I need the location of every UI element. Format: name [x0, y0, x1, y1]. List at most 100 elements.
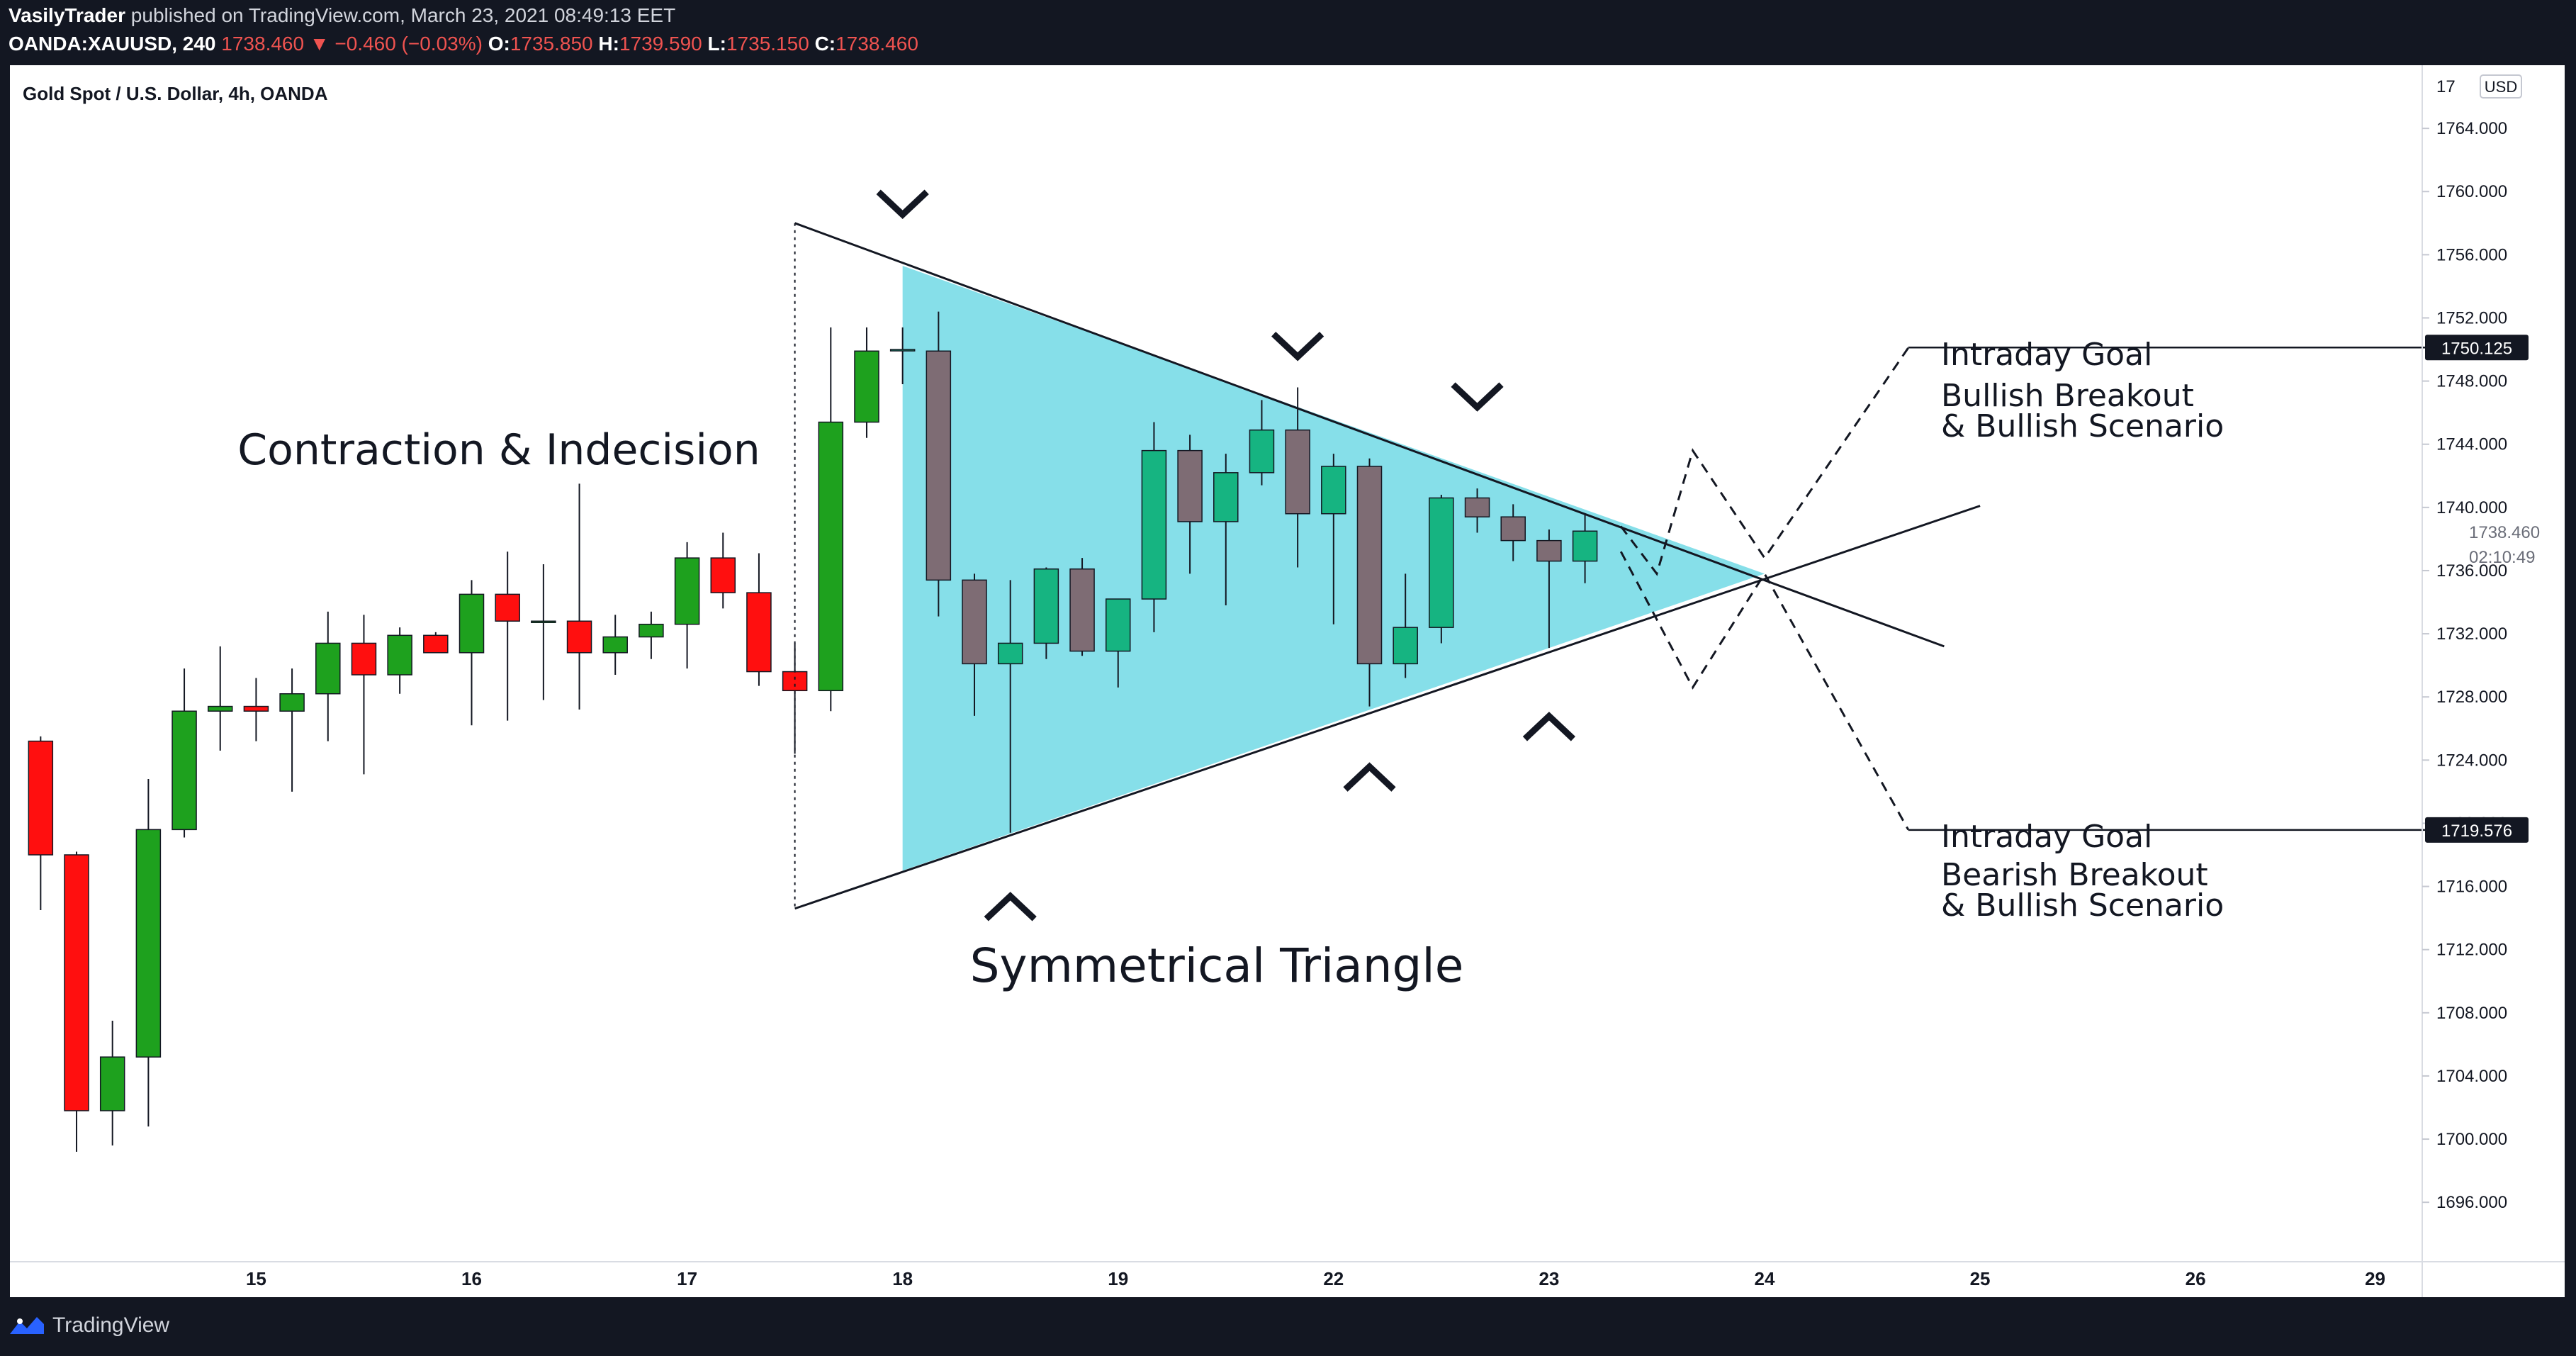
- currency-label: USD: [2485, 78, 2517, 96]
- candle[interactable]: [495, 551, 520, 721]
- candle[interactable]: [99, 1020, 125, 1145]
- price-label-text: 1738.460: [2469, 523, 2540, 542]
- candle-body: [1141, 449, 1167, 600]
- candle[interactable]: [64, 851, 89, 1152]
- bearish-path-dashed: [1619, 551, 1910, 831]
- candle[interactable]: [243, 678, 269, 741]
- price-axis-label: 1738.460: [2469, 523, 2540, 542]
- candle-body: [854, 350, 879, 423]
- annotation-bull-scenario-1: Bullish Breakout: [1941, 378, 2194, 414]
- candle[interactable]: [602, 615, 628, 676]
- x-tick-label: 23: [1539, 1268, 1559, 1289]
- candle-body: [962, 579, 987, 665]
- candle[interactable]: [1213, 454, 1239, 605]
- y-tick-label: 1760.000: [2436, 182, 2507, 201]
- candle[interactable]: [674, 542, 700, 669]
- triangle-lower-line: [794, 505, 1981, 910]
- candle-body: [710, 557, 736, 593]
- candle[interactable]: [279, 668, 305, 792]
- bullish-path-dashed: [1620, 347, 1909, 576]
- candle[interactable]: [818, 327, 844, 712]
- candle[interactable]: [1500, 504, 1526, 561]
- low-label: L:: [707, 33, 726, 55]
- candle[interactable]: [459, 580, 485, 726]
- y-tick-label: 1764.000: [2436, 119, 2507, 138]
- down-chevron-marker: [876, 189, 929, 219]
- candle-body: [99, 1056, 125, 1111]
- annotation-bull-goal: Intraday Goal: [1941, 337, 2152, 373]
- candle[interactable]: [566, 483, 592, 710]
- candle[interactable]: [1177, 435, 1203, 574]
- candle-body: [531, 620, 556, 624]
- candle[interactable]: [351, 615, 377, 775]
- candle[interactable]: [1393, 573, 1418, 678]
- candle-body: [1177, 449, 1203, 522]
- annotation-triangle-label: Symmetrical Triangle: [970, 938, 1464, 993]
- x-tick-label: 19: [1108, 1268, 1128, 1289]
- candle[interactable]: [1141, 422, 1167, 632]
- candle-body: [423, 634, 449, 654]
- candle[interactable]: [171, 668, 197, 838]
- tradingview-logo-icon: [10, 1317, 44, 1334]
- candle[interactable]: [1429, 495, 1454, 644]
- candle[interactable]: [710, 532, 736, 609]
- author-name[interactable]: VasilyTrader: [9, 4, 126, 26]
- candle[interactable]: [207, 646, 233, 751]
- candle[interactable]: [1356, 458, 1383, 707]
- candle[interactable]: [1105, 598, 1131, 688]
- ohlc-legend: OANDA:XAUUSD, 240 1738.460 ▼ −0.460 (−0.…: [9, 33, 918, 55]
- y-tick-label: 1756.000: [2436, 245, 2507, 264]
- symbol-label: OANDA:XAUUSD, 240: [9, 33, 216, 55]
- candle[interactable]: [1464, 488, 1490, 533]
- candle[interactable]: [997, 580, 1023, 833]
- annotation-bull-scenario-2: & Bullish Scenario: [1941, 408, 2224, 444]
- candle-body: [1105, 598, 1131, 652]
- candle[interactable]: [1033, 567, 1059, 659]
- chart-panel[interactable]: Gold Spot / U.S. Dollar, 4h, OANDA 17 US…: [10, 65, 2565, 1297]
- candle[interactable]: [387, 627, 412, 694]
- price-chart[interactable]: Gold Spot / U.S. Dollar, 4h, OANDA 17 US…: [10, 65, 2565, 1297]
- candle[interactable]: [1536, 529, 1562, 649]
- candle-body: [889, 349, 916, 352]
- price-axis-label: 1750.125: [2425, 335, 2529, 361]
- candle-body: [315, 642, 341, 695]
- candle[interactable]: [962, 573, 987, 716]
- candle[interactable]: [746, 553, 772, 686]
- y-tick-label: 1752.000: [2436, 308, 2507, 327]
- last-price: 1738.460: [221, 33, 305, 55]
- currency-badge[interactable]: [2480, 74, 2522, 99]
- down-chevron-marker: [1271, 332, 1324, 362]
- price-axis-label: 1719.576: [2425, 817, 2529, 843]
- candle[interactable]: [1321, 454, 1346, 624]
- candle[interactable]: [28, 736, 54, 910]
- price-label-text: 02:10:49: [2469, 548, 2535, 567]
- candle[interactable]: [926, 311, 952, 617]
- up-chevron-marker: [984, 892, 1037, 921]
- y-tick-label: 1700.000: [2436, 1130, 2507, 1149]
- candle-body: [1464, 497, 1490, 517]
- candle[interactable]: [1285, 387, 1310, 568]
- candle[interactable]: [889, 327, 916, 385]
- candle[interactable]: [639, 611, 664, 659]
- price-change: −0.460 (−0.03%): [334, 33, 483, 55]
- candle-body: [746, 592, 772, 673]
- tradingview-logo[interactable]: TradingView: [9, 1310, 169, 1341]
- candle-body: [64, 854, 89, 1111]
- candle[interactable]: [423, 632, 449, 654]
- candle-body: [171, 710, 197, 831]
- candle[interactable]: [315, 611, 341, 741]
- y-tick-label: 1708.000: [2436, 1004, 2507, 1023]
- candle-body: [1033, 568, 1059, 644]
- candle[interactable]: [1249, 400, 1275, 486]
- candle[interactable]: [531, 564, 556, 700]
- price-axis-label: 02:10:49: [2469, 548, 2535, 567]
- candle[interactable]: [135, 779, 162, 1127]
- candle[interactable]: [854, 327, 879, 438]
- candle[interactable]: [1069, 558, 1095, 656]
- x-tick-label: 16: [461, 1268, 482, 1289]
- candle-body: [28, 740, 54, 856]
- candle-body: [782, 671, 808, 692]
- candle-body: [495, 593, 520, 622]
- candle[interactable]: [1572, 513, 1598, 583]
- y-axis-top-label: 17: [2436, 77, 2456, 96]
